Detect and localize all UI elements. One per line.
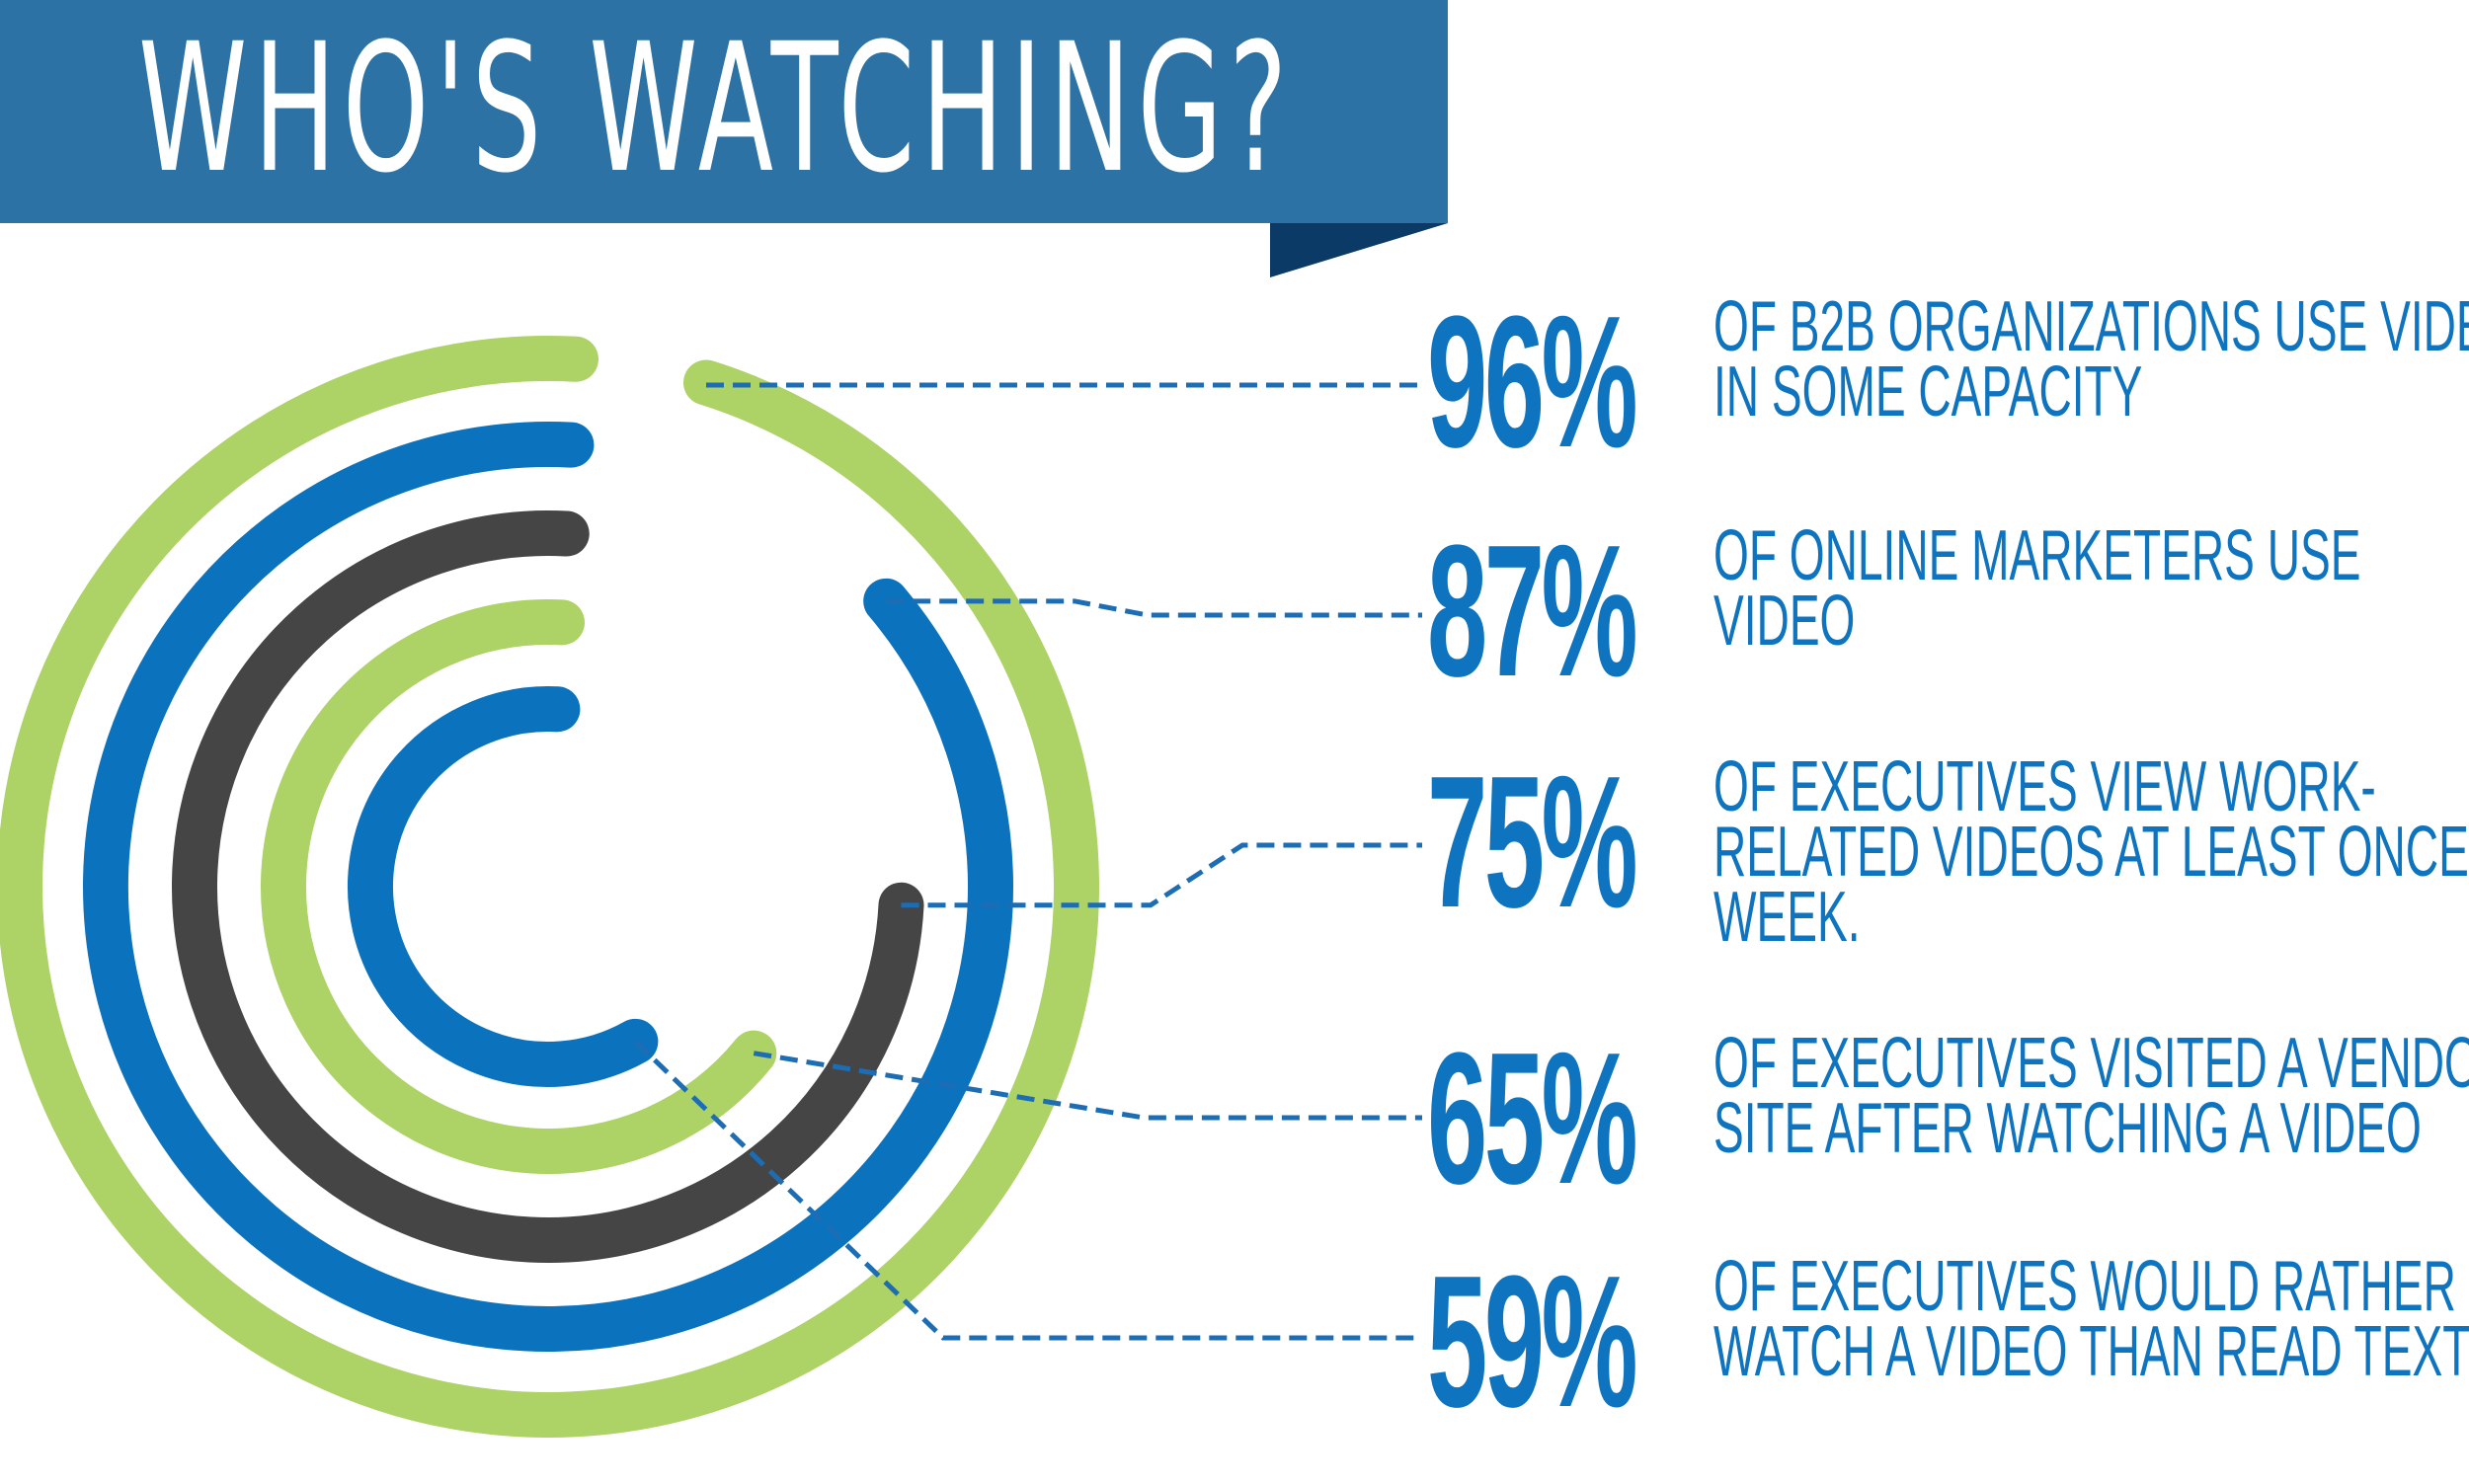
ring-65 bbox=[261, 599, 777, 1174]
leader-line-59 bbox=[633, 1040, 1422, 1341]
stat-description: OF B2B ORGANIZATIONS USE VIDEO IN SOME C… bbox=[1713, 287, 2469, 431]
ring-layer bbox=[0, 336, 1099, 1438]
stat-value: 59% bbox=[1427, 1237, 1638, 1446]
stat-line: OF EXECUTIVES VISITED A VENDOR bbox=[1713, 1024, 2469, 1103]
banner-fold bbox=[1270, 223, 1448, 277]
ring-87 bbox=[83, 422, 1013, 1352]
leader-line-87 bbox=[886, 598, 1422, 618]
stat-value: 96% bbox=[1427, 277, 1638, 487]
stat-value: 65% bbox=[1427, 1014, 1638, 1223]
infographic-title: WHO'S WATCHING? bbox=[138, 6, 1294, 212]
stat-line: SITE AFTER WATCHING A VIDEO bbox=[1713, 1089, 2422, 1168]
ring-75 bbox=[172, 510, 924, 1263]
stat-line: WATCH A VIDEO THAN READ TEXT bbox=[1713, 1312, 2469, 1391]
stat-line: OF EXECUTIVES WOULD RATHER bbox=[1713, 1247, 2456, 1326]
stat-value: 87% bbox=[1427, 507, 1638, 716]
stat-description: OF ONLINE MARKETERS USE VIDEO bbox=[1713, 516, 2469, 661]
stat-line: OF B2B ORGANIZATIONS USE VIDEO bbox=[1713, 287, 2469, 366]
stat-line: WEEK. bbox=[1713, 878, 1861, 957]
stat-description: OF EXECUTIVES VISITED A VENDOR SITE AFTE… bbox=[1713, 1024, 2469, 1168]
stat-line: IN SOME CAPACITY bbox=[1713, 352, 2143, 431]
banner-fold-shape bbox=[1270, 223, 1448, 277]
ring-96 bbox=[0, 336, 1099, 1438]
stat-line: OF ONLINE MARKETERS USE bbox=[1713, 516, 2361, 595]
stat-line: VIDEO bbox=[1713, 582, 1856, 661]
stat-description: OF EXECUTIVES WOULD RATHER WATCH A VIDEO… bbox=[1713, 1247, 2469, 1391]
title-banner bbox=[0, 0, 1448, 223]
leader-line-75 bbox=[901, 842, 1422, 908]
stat-line: RELATED VIDEOS AT LEAST ONCE A bbox=[1713, 813, 2469, 892]
stat-value: 75% bbox=[1427, 738, 1638, 947]
stat-description: OF EXECUTIVES VIEW WORK- RELATED VIDEOS … bbox=[1713, 747, 2469, 957]
stat-line: OF EXECUTIVES VIEW WORK- bbox=[1713, 747, 2376, 826]
leader-layer bbox=[633, 382, 1422, 1341]
ring-59 bbox=[348, 686, 659, 1087]
